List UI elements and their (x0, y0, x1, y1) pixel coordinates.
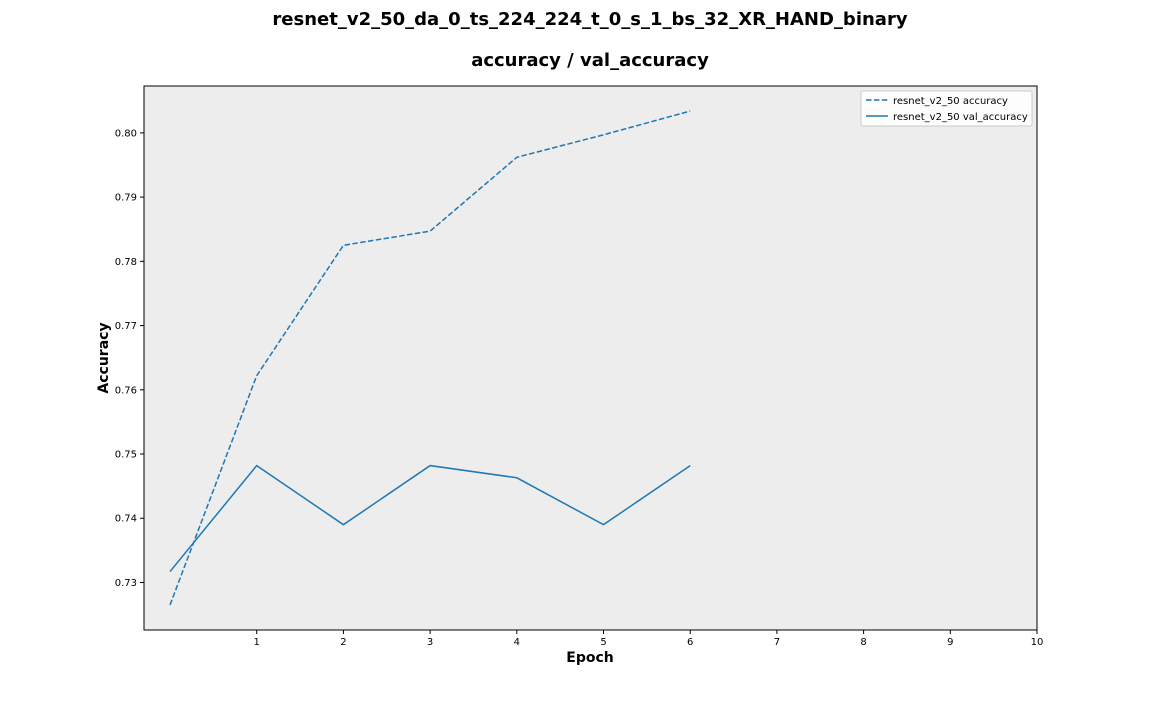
x-tick-label: 9 (947, 637, 953, 648)
chart-suptitle: resnet_v2_50_da_0_ts_224_224_t_0_s_1_bs_… (272, 9, 907, 30)
legend: resnet_v2_50 accuracy resnet_v2_50 val_a… (860, 90, 1033, 127)
x-tick-label: 6 (687, 637, 693, 648)
legend-label-accuracy: resnet_v2_50 accuracy (893, 96, 1008, 107)
y-tick-label: 0.74 (115, 514, 137, 525)
x-tick-label: 10 (1031, 637, 1044, 648)
x-tick-label: 7 (774, 637, 780, 648)
legend-box (860, 90, 1033, 127)
y-tick-label: 0.80 (115, 128, 137, 139)
x-tick-label: 1 (254, 637, 260, 648)
x-tick-label: 8 (860, 637, 866, 648)
x-tick-label: 5 (600, 637, 606, 648)
y-tick-label: 0.75 (115, 450, 137, 461)
y-tick-label: 0.79 (115, 193, 137, 204)
x-axis-label: Epoch (566, 650, 613, 666)
plot-area (143, 85, 1038, 631)
chart-title: accuracy / val_accuracy (471, 50, 709, 71)
y-axis-label: Accuracy (96, 322, 112, 393)
y-tick-label: 0.78 (115, 257, 137, 268)
x-tick-label: 4 (514, 637, 520, 648)
y-axis-ticks: 0.73 0.74 0.75 0.76 0.77 0.78 0.79 0.80 (115, 128, 144, 589)
x-tick-label: 2 (340, 637, 346, 648)
legend-label-val-accuracy: resnet_v2_50 val_accuracy (893, 112, 1028, 123)
x-tick-label: 3 (427, 637, 433, 648)
y-tick-label: 0.76 (115, 385, 137, 396)
x-axis-ticks: 1 2 3 4 5 6 7 8 9 10 (254, 630, 1044, 648)
y-tick-label: 0.77 (115, 321, 137, 332)
y-tick-label: 0.73 (115, 578, 137, 589)
series-layer (169, 110, 691, 606)
